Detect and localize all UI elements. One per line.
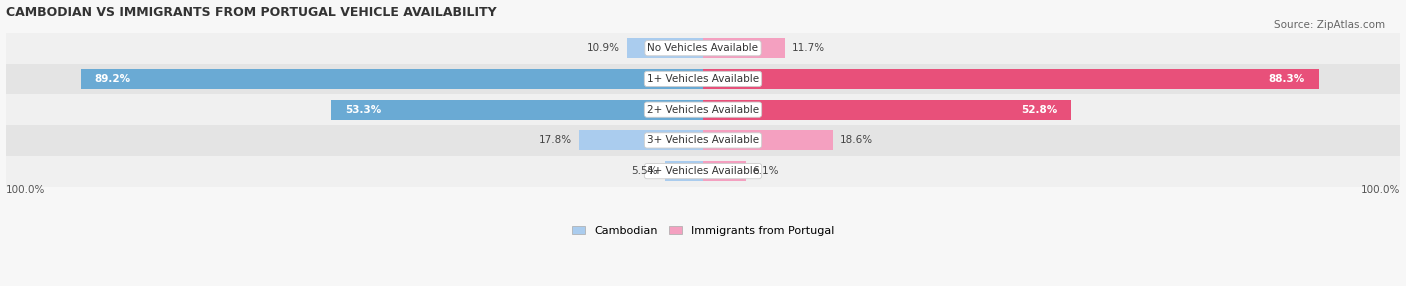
Bar (332, 100, 703, 120)
Bar (6, 156, 1400, 186)
Bar (6, 33, 1400, 63)
Text: No Vehicles Available: No Vehicles Available (648, 43, 758, 53)
Text: 2+ Vehicles Available: 2+ Vehicles Available (647, 105, 759, 115)
Text: 4+ Vehicles Available: 4+ Vehicles Available (647, 166, 759, 176)
Text: 5.5%: 5.5% (631, 166, 658, 176)
Bar (703, 38, 785, 58)
Bar (627, 38, 703, 58)
Text: Source: ZipAtlas.com: Source: ZipAtlas.com (1274, 20, 1385, 30)
Bar (703, 69, 1319, 89)
Legend: Cambodian, Immigrants from Portugal: Cambodian, Immigrants from Portugal (568, 221, 838, 240)
Text: 17.8%: 17.8% (538, 135, 572, 145)
Text: 1+ Vehicles Available: 1+ Vehicles Available (647, 74, 759, 84)
Text: 89.2%: 89.2% (94, 74, 131, 84)
Bar (703, 130, 832, 150)
Text: 100.0%: 100.0% (6, 185, 45, 195)
Bar (703, 161, 745, 181)
Text: 11.7%: 11.7% (792, 43, 825, 53)
Bar (579, 130, 703, 150)
Bar (6, 125, 1400, 156)
Text: 88.3%: 88.3% (1268, 74, 1305, 84)
Text: 6.1%: 6.1% (752, 166, 779, 176)
Bar (703, 100, 1071, 120)
Bar (665, 161, 703, 181)
Text: 3+ Vehicles Available: 3+ Vehicles Available (647, 135, 759, 145)
Text: 52.8%: 52.8% (1021, 105, 1057, 115)
Text: CAMBODIAN VS IMMIGRANTS FROM PORTUGAL VEHICLE AVAILABILITY: CAMBODIAN VS IMMIGRANTS FROM PORTUGAL VE… (6, 5, 496, 19)
Bar (82, 69, 703, 89)
Text: 18.6%: 18.6% (839, 135, 873, 145)
Bar (6, 63, 1400, 94)
Bar (6, 94, 1400, 125)
Text: 53.3%: 53.3% (346, 105, 381, 115)
Text: 100.0%: 100.0% (1361, 185, 1400, 195)
Text: 10.9%: 10.9% (586, 43, 620, 53)
